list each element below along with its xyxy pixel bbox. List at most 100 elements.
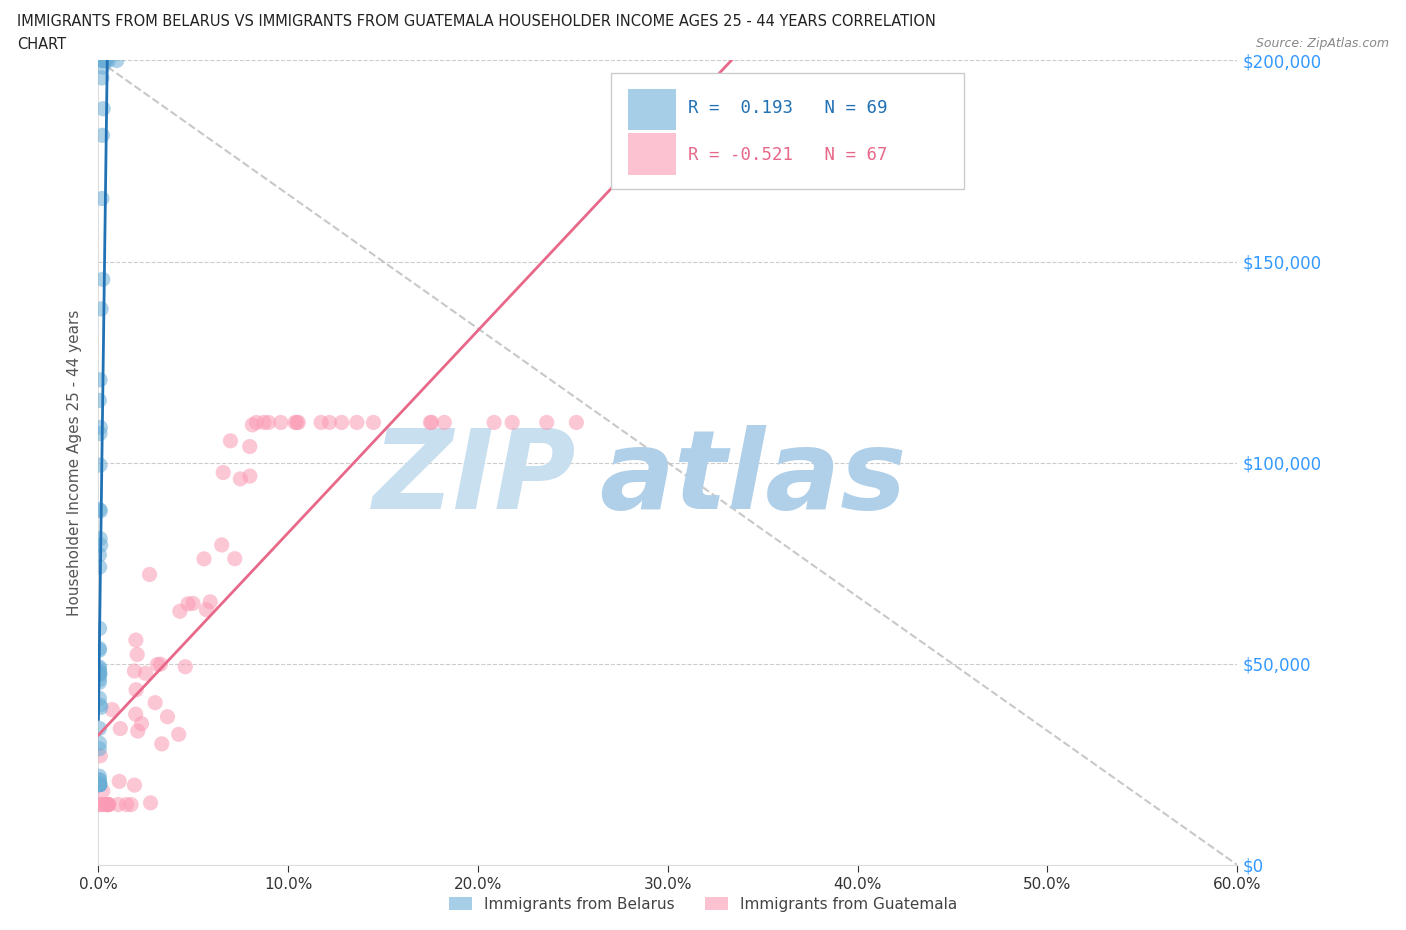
Point (346, 415, 368, 430)
Point (174, 659, 197, 674)
Point (124, 664, 146, 679)
Point (93, 53, 115, 68)
Point (89, 797, 111, 812)
Point (91, 784, 114, 799)
Point (89, 777, 111, 791)
Point (89, 773, 111, 788)
Point (91, 101, 114, 116)
Point (89, 667, 111, 682)
Point (125, 632, 148, 647)
Point (89, 675, 111, 690)
Point (419, 415, 441, 430)
Point (89, 736, 111, 751)
Text: R = -0.521   N = 67: R = -0.521 N = 67 (689, 146, 887, 164)
Legend: Immigrants from Belarus, Immigrants from Guatemala: Immigrants from Belarus, Immigrants from… (443, 890, 963, 918)
Point (89, 560, 111, 575)
Point (239, 439, 262, 454)
Point (318, 415, 340, 430)
Point (89, 769, 111, 784)
Point (89, 420, 111, 435)
Point (89, 502, 111, 517)
Point (97, 797, 120, 812)
Point (143, 696, 166, 711)
Point (89, 664, 111, 679)
Point (124, 777, 146, 792)
Point (240, 418, 263, 432)
Point (211, 538, 233, 552)
Point (229, 472, 252, 486)
Point (284, 415, 307, 430)
Point (89, 777, 111, 791)
Point (89, 393, 111, 408)
FancyBboxPatch shape (628, 133, 676, 175)
Point (91, 53, 114, 68)
Point (89, 548, 111, 563)
Point (91, 797, 114, 812)
Point (89, 531, 111, 546)
Point (212, 465, 235, 480)
Y-axis label: Householder Income Ages 25 - 44 years: Householder Income Ages 25 - 44 years (67, 310, 83, 616)
Point (565, 415, 588, 430)
Point (94, 53, 117, 68)
Point (131, 716, 153, 731)
Point (89, 777, 111, 791)
FancyBboxPatch shape (612, 73, 965, 189)
Point (193, 551, 215, 566)
Point (433, 415, 456, 430)
Point (89, 749, 111, 764)
Point (89, 621, 111, 636)
Point (115, 797, 138, 812)
Point (101, 702, 124, 717)
Text: atlas: atlas (599, 425, 907, 532)
Point (127, 724, 149, 738)
Point (97, 797, 120, 812)
Point (91, 53, 114, 68)
Point (139, 795, 162, 810)
Point (90, 191, 112, 206)
Point (200, 594, 222, 609)
Point (96, 53, 118, 68)
Point (90, 301, 112, 316)
Point (89, 777, 111, 791)
Point (89, 691, 111, 706)
Point (146, 658, 169, 672)
Point (89, 641, 111, 656)
Point (96, 797, 118, 812)
Point (89, 777, 111, 791)
Point (110, 721, 132, 736)
Point (89, 698, 111, 712)
Point (91, 127, 114, 142)
Point (309, 415, 332, 430)
Point (89, 426, 111, 441)
Point (363, 415, 385, 430)
Point (89, 777, 111, 791)
Point (149, 657, 172, 671)
Point (482, 415, 505, 430)
Point (90, 538, 112, 552)
Point (105, 53, 128, 68)
Point (245, 415, 267, 430)
Point (253, 415, 276, 430)
Point (89, 458, 111, 472)
Point (96, 797, 118, 812)
Point (89, 777, 111, 791)
Text: Source: ZipAtlas.com: Source: ZipAtlas.com (1256, 37, 1389, 50)
Point (177, 596, 200, 611)
Point (89, 672, 111, 687)
Point (89, 721, 111, 736)
Point (89, 503, 111, 518)
Point (219, 433, 242, 448)
Point (239, 469, 262, 484)
Point (89, 777, 111, 791)
Point (89, 777, 111, 791)
Point (181, 596, 204, 611)
Point (89, 777, 111, 791)
Point (89, 777, 111, 791)
Point (91, 272, 114, 286)
Point (536, 415, 558, 430)
Point (89, 773, 111, 788)
Point (138, 567, 160, 582)
Point (270, 415, 292, 430)
Point (195, 603, 218, 618)
Point (89, 643, 111, 658)
